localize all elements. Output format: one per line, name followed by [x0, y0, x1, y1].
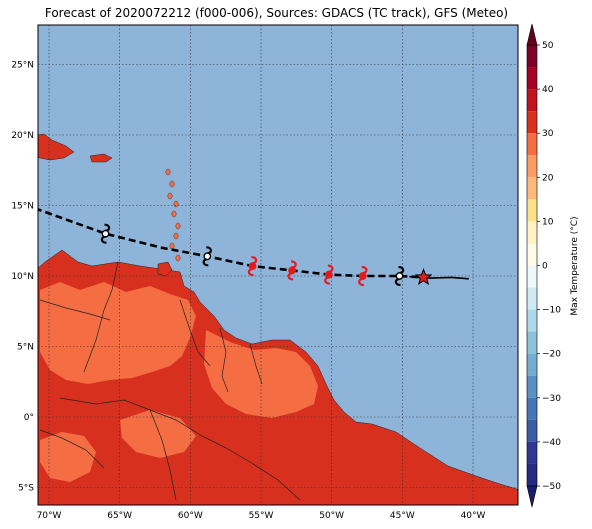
lon-tick-label: 55°W: [249, 511, 274, 521]
lat-tick-label: 25°N: [11, 61, 34, 71]
island: [167, 192, 173, 200]
island: [169, 180, 175, 188]
forecast-track-line: [38, 208, 424, 279]
lon-tick-label: 70°W: [37, 511, 62, 521]
colorbar-tick-label: −40: [542, 438, 561, 448]
graticule: [38, 25, 518, 505]
land-warm-zone: [40, 432, 96, 482]
trinidad-land: [157, 261, 173, 277]
island: [173, 232, 179, 240]
map-frame: [37, 24, 519, 506]
island: [175, 254, 181, 262]
storm-symbol-icon: [358, 265, 368, 287]
colorbar-band: [527, 221, 537, 244]
colorbar-band: [527, 133, 537, 156]
colorbar-band: [527, 199, 537, 222]
island: [165, 168, 171, 176]
storm-symbol-icon: [247, 256, 258, 277]
lesser-antilles: [165, 168, 181, 262]
island: [173, 200, 179, 208]
colorbar-tick-label: −20: [542, 350, 561, 360]
lat-tick-label: 15°N: [11, 202, 34, 212]
colorbar-tick-label: 20: [542, 173, 554, 183]
storm-symbol-icon: [394, 265, 405, 287]
colorbar-band: [527, 177, 537, 200]
colorbar-band: [527, 155, 537, 178]
colorbar-band: [527, 265, 537, 288]
lat-tick-label: 10°N: [11, 272, 34, 282]
puerto-rico-land: [89, 153, 113, 163]
colorbar-tick-label: 0: [542, 262, 548, 272]
colorbar-tick-label: −10: [542, 306, 561, 316]
land-warm-zone: [40, 282, 196, 384]
colorbar-band: [527, 89, 537, 112]
storm-symbol-icon: [324, 264, 334, 285]
island: [171, 210, 177, 218]
colorbar-band: [527, 441, 537, 464]
lon-tick-label: 60°W: [178, 511, 203, 521]
colorbar-band: [527, 463, 537, 486]
colorbar-band: [527, 397, 537, 420]
country-borders: [39, 261, 301, 501]
colorbar-tick-label: −30: [542, 394, 561, 404]
colorbar-extend-max: [526, 23, 538, 46]
colorbar-band: [527, 419, 537, 442]
colorbar-band: [527, 243, 537, 266]
colorbar-band: [527, 111, 537, 134]
colorbar-tick-label: 10: [542, 217, 554, 227]
land-warm-zone: [204, 330, 318, 418]
lat-tick-label: 0°: [24, 413, 34, 423]
colorbar-band: [527, 353, 537, 376]
lon-tick-label: 40°W: [461, 511, 486, 521]
island: [169, 242, 175, 250]
lon-tick-label: 45°W: [390, 511, 415, 521]
colorbar-extend-min: [526, 485, 538, 508]
colorbar: 50 40 30 20 10 0 −10 −20 −30 −40 −50: [526, 23, 561, 508]
hispaniola-land: [38, 133, 75, 161]
colorbar-tick-label: 30: [542, 129, 554, 139]
storm-symbol-icon: [287, 260, 297, 281]
colorbar-band: [527, 309, 537, 332]
colorbar-band: [527, 287, 537, 310]
lon-tick-label: 65°W: [107, 511, 132, 521]
axis-ticks: 70°W 65°W 60°W 55°W 50°W 45°W 40°W 25°N 20°N 15°N…: [11, 61, 485, 522]
island: [175, 222, 181, 230]
colorbar-tick-label: 50: [542, 41, 554, 51]
map-title: Forecast of 2020072212 (f000-006), Sourc…: [44, 6, 509, 20]
land-warm-zone: [120, 410, 196, 458]
colorbar-band: [527, 67, 537, 90]
colorbar-tick-label: 40: [542, 85, 554, 95]
colorbar-band: [527, 375, 537, 398]
lat-tick-label: 5°S: [18, 484, 34, 494]
lat-tick-label: 20°N: [11, 131, 34, 141]
colorbar-tick-label: −50: [542, 482, 561, 492]
colorbar-band: [527, 331, 537, 354]
lat-tick-label: 5°N: [17, 343, 34, 353]
colorbar-label: Max Temperature (°C): [570, 216, 580, 315]
lon-tick-label: 50°W: [319, 511, 344, 521]
colorbar-band: [527, 45, 537, 68]
current-position-star-icon: [414, 267, 433, 286]
tc-track: [38, 208, 469, 287]
storm-symbol-icon: [100, 223, 111, 244]
storm-symbol-icon: [202, 246, 213, 267]
